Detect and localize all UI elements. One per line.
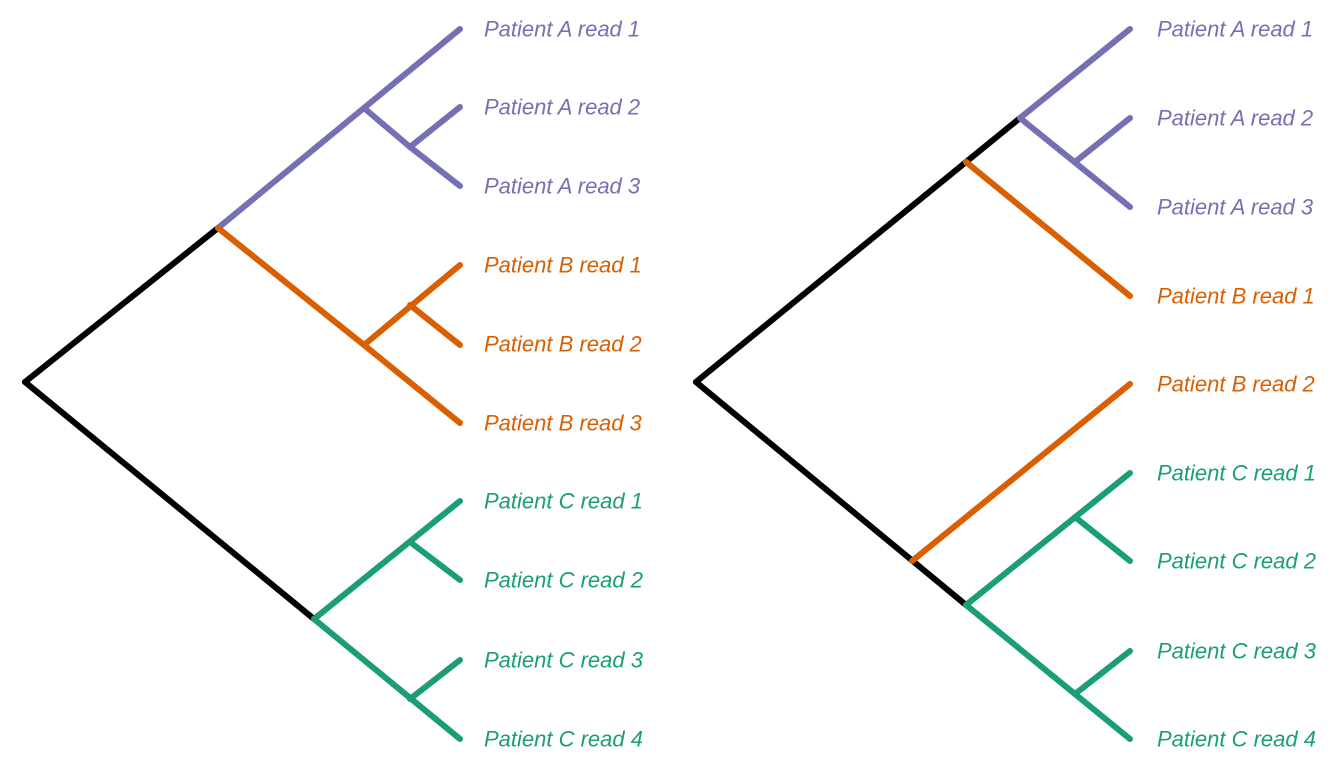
leaf-label: Patient C read 3 [484, 648, 644, 673]
right-tree: Patient A read 1 Patient A read 2 Patient … [693, 17, 1317, 752]
branch-c-read-3 [1072, 648, 1133, 697]
branch-c-read-2 [407, 539, 463, 583]
branch-b-read-2 [407, 302, 463, 348]
branch-c-lower [963, 602, 1133, 742]
branch-a-read-1 [1017, 26, 1133, 121]
branch-a-read-2 [1072, 115, 1133, 165]
branch-a-read-1 [215, 26, 463, 231]
branch-b-read-3 [361, 342, 463, 426]
stem-branch-ab [22, 225, 221, 385]
branch-c-read-2 [1072, 514, 1133, 564]
leaf-label: Patient C read 2 [484, 568, 643, 593]
leaf-label: Patient C read 4 [1157, 727, 1316, 752]
branch-b-upper [215, 225, 367, 348]
leaf-label: Patient C read 1 [484, 489, 643, 514]
left-tree: Patient A read 1 Patient A read 2 Patient … [22, 17, 644, 752]
stem-branch-lower [693, 379, 969, 608]
leaf-label: Patient B read 1 [1157, 284, 1315, 309]
leaf-label: Patient B read 2 [1157, 372, 1315, 397]
leaf-label: Patient C read 2 [1157, 549, 1316, 574]
branch-b-read-1 [963, 159, 1133, 299]
branch-c-lower [311, 616, 463, 742]
stem-branch-c [22, 379, 317, 622]
leaf-label: Patient B read 3 [484, 411, 643, 436]
branch-a-inner [361, 105, 413, 150]
branch-b-read-2 [909, 381, 1133, 564]
leaf-label: Patient B read 1 [484, 253, 642, 278]
leaf-label: Patient C read 3 [1157, 639, 1317, 664]
branch-c-upper [311, 498, 463, 622]
branch-a-read-2 [407, 104, 463, 150]
stem-branch-upper [693, 115, 1023, 385]
branch-c-read-3 [407, 657, 463, 702]
leaf-label: Patient C read 4 [484, 727, 643, 752]
branch-a-read-3 [407, 144, 463, 189]
branch-c-upper [963, 470, 1133, 608]
leaf-label: Patient A read 2 [484, 95, 640, 120]
leaf-label: Patient A read 1 [484, 17, 640, 42]
leaf-label: Patient A read 1 [1157, 17, 1313, 42]
leaf-label: Patient C read 1 [1157, 461, 1316, 486]
leaf-label: Patient A read 2 [1157, 106, 1313, 131]
leaf-label: Patient A read 3 [484, 174, 641, 199]
leaf-label: Patient A read 3 [1157, 195, 1314, 220]
leaf-label: Patient B read 2 [484, 332, 642, 357]
